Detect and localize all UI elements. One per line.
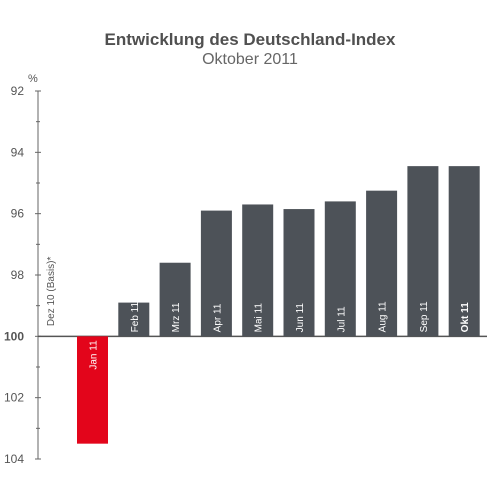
chart-subtitle: Oktober 2011 xyxy=(202,51,298,68)
bar-label: Jul 11 xyxy=(336,306,347,332)
y-tick-label: 92 xyxy=(11,84,25,98)
y-tick-label: 94 xyxy=(11,145,25,159)
y-tick-label: 102 xyxy=(4,391,24,405)
y-tick-label: 100 xyxy=(4,329,24,343)
bar xyxy=(200,210,232,337)
bar-label: Mai 11 xyxy=(254,303,265,333)
bar xyxy=(77,336,108,444)
bar-label: Jun 11 xyxy=(295,303,306,333)
bar xyxy=(366,190,398,337)
bar-label: Apr 11 xyxy=(212,303,223,332)
bar xyxy=(283,209,315,337)
baseline-label: Dez 10 (Basis)* xyxy=(46,256,57,326)
bar xyxy=(324,201,356,337)
bar xyxy=(159,262,191,337)
bar xyxy=(407,166,439,337)
bar-label: Okt 11 xyxy=(460,302,471,332)
y-tick-label: 98 xyxy=(11,268,25,282)
y-unit-label: % xyxy=(28,73,38,85)
bar xyxy=(242,204,274,337)
bar-label: Jan 11 xyxy=(89,340,100,370)
y-tick-label: 104 xyxy=(4,452,24,466)
y-tick-label: 96 xyxy=(11,207,25,221)
bar-label: Sep 11 xyxy=(419,301,430,332)
chart-title: Entwicklung des Deutschland-Index xyxy=(104,30,396,49)
bar xyxy=(118,302,150,337)
bar xyxy=(448,166,480,337)
bar-label: Feb 11 xyxy=(130,302,141,333)
bar-label: Aug 11 xyxy=(378,301,389,332)
bar-label: Mrz 11 xyxy=(171,302,182,332)
